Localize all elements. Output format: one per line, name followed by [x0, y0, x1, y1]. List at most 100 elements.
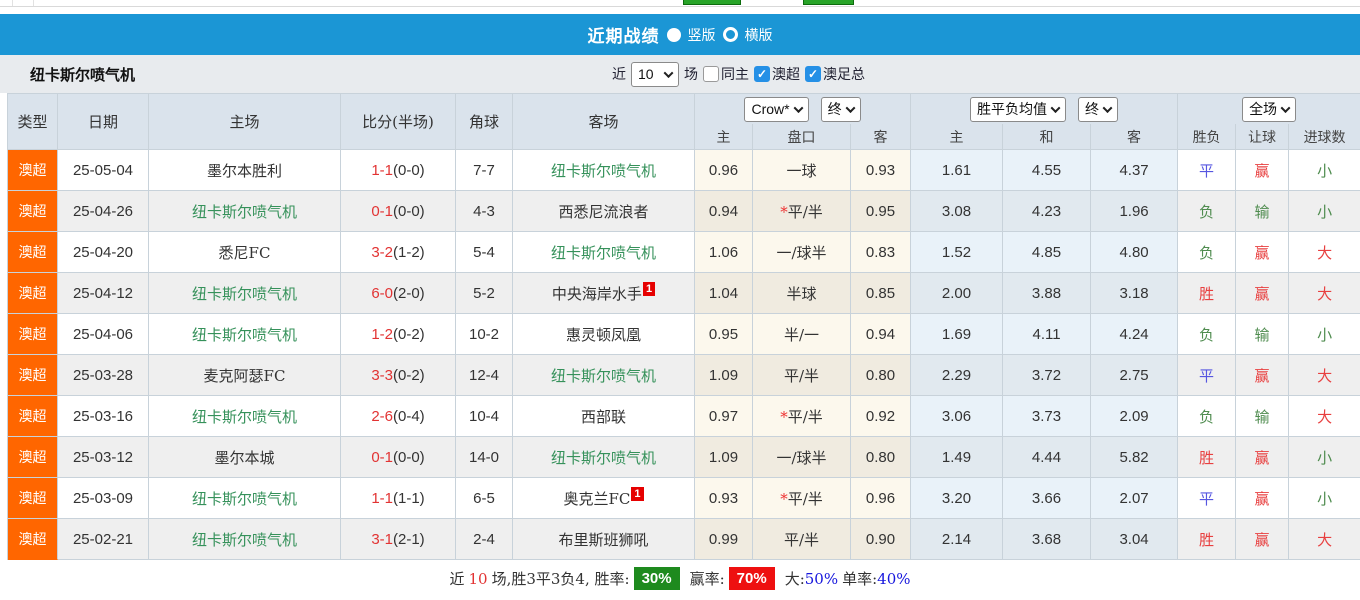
mean-time-select[interactable]: 终: [1078, 96, 1119, 122]
home-team-cell[interactable]: 墨尔本胜利: [149, 150, 341, 191]
corners-cell: 14-0: [456, 437, 513, 478]
odds-home-cell: 0.96: [695, 150, 753, 191]
corners-cell: 2-4: [456, 519, 513, 560]
corners-cell: 10-2: [456, 314, 513, 355]
section-title: 近期战绩: [587, 27, 660, 47]
mean-group-header: 胜平负均值 终: [911, 94, 1179, 124]
home-team-cell[interactable]: 纽卡斯尔喷气机: [149, 191, 341, 232]
home-team-name[interactable]: 纽卡斯尔喷气机: [191, 284, 297, 303]
away-team-name[interactable]: 纽卡斯尔喷气机: [550, 161, 656, 180]
goals-cell: 小: [1289, 478, 1360, 519]
odds-home-cell: 1.09: [695, 437, 753, 478]
home-team-cell[interactable]: 纽卡斯尔喷气机: [149, 314, 341, 355]
away-team-name[interactable]: 布里斯班狮吼: [558, 530, 649, 549]
radio-vertical-label[interactable]: 竖版: [687, 27, 716, 44]
fulltime-score: 3-3: [371, 366, 393, 384]
away-team-name[interactable]: 惠灵顿凤凰: [565, 325, 641, 344]
home-team-name[interactable]: 纽卡斯尔喷气机: [191, 202, 297, 221]
away-team-name[interactable]: 奥克兰FC: [563, 489, 631, 508]
away-team-name[interactable]: 纽卡斯尔喷气机: [550, 243, 656, 262]
mean-type-select[interactable]: 胜平负均值: [970, 96, 1067, 122]
home-team-name[interactable]: 纽卡斯尔喷气机: [191, 489, 297, 508]
away-team-cell[interactable]: 纽卡斯尔喷气机: [513, 437, 695, 478]
league-badge: 澳超: [8, 150, 58, 191]
away-team-name[interactable]: 西悉尼流浪者: [558, 202, 649, 221]
result-cell: 胜: [1178, 273, 1237, 314]
handicap-star: *: [780, 407, 788, 426]
mean-lose-cell: 4.37: [1091, 150, 1179, 191]
odds-away-cell: 0.95: [851, 191, 912, 232]
home-team-cell[interactable]: 纽卡斯尔喷气机: [149, 396, 341, 437]
away-team-name[interactable]: 纽卡斯尔喷气机: [550, 366, 656, 385]
col-header-away: 客场: [513, 94, 695, 150]
handicap-result-cell: 赢: [1236, 355, 1290, 396]
home-team-cell[interactable]: 纽卡斯尔喷气机: [149, 273, 341, 314]
home-team-name[interactable]: 墨尔本城: [214, 448, 275, 467]
match-date: 25-02-21: [58, 519, 149, 560]
result-cell: 胜: [1178, 437, 1237, 478]
league-badge: 澳超: [8, 519, 58, 560]
corners-cell: 10-4: [456, 396, 513, 437]
fulltime-score: 1-1: [371, 489, 393, 507]
odds-group-header: Crow* 终: [695, 94, 912, 124]
result-cell: 胜: [1178, 519, 1237, 560]
home-team-name[interactable]: 纽卡斯尔喷气机: [191, 407, 297, 426]
home-team-cell[interactable]: 麦克阿瑟FC: [149, 355, 341, 396]
mean-win-cell: 2.29: [911, 355, 1004, 396]
home-team-cell[interactable]: 悉尼FC: [149, 232, 341, 273]
home-team-name[interactable]: 墨尔本胜利: [206, 161, 282, 180]
away-team-cell[interactable]: 西悉尼流浪者: [513, 191, 695, 232]
chevron-down-icon: [1280, 102, 1291, 113]
away-team-cell[interactable]: 惠灵顿凤凰: [513, 314, 695, 355]
filter-checkbox[interactable]: ✓ 澳足总: [805, 64, 865, 84]
handicap-cell: *平/半: [753, 478, 851, 519]
home-team-name[interactable]: 麦克阿瑟FC: [203, 366, 286, 385]
handicap-rate-badge: 70%: [728, 567, 775, 590]
filter-checkbox[interactable]: ✓ 同主: [703, 64, 749, 84]
radio-horizontal-layout[interactable]: [722, 27, 738, 42]
handicap-value: 一球: [786, 161, 817, 180]
col-header-type: 类型: [8, 94, 58, 150]
away-team-cell[interactable]: 布里斯班狮吼: [513, 519, 695, 560]
handicap-cell: 一/球半: [753, 232, 851, 273]
odds-company-select[interactable]: Crow*: [744, 96, 809, 122]
divider: [33, 0, 34, 7]
mean-lose-cell: 1.96: [1091, 191, 1179, 232]
away-team-cell[interactable]: 纽卡斯尔喷气机: [513, 232, 695, 273]
home-team-cell[interactable]: 纽卡斯尔喷气机: [149, 519, 341, 560]
league-badge: 澳超: [8, 355, 58, 396]
filter-checkbox[interactable]: ✓ 澳超: [754, 64, 800, 84]
away-team-name[interactable]: 西部联: [580, 407, 626, 426]
home-team-cell[interactable]: 墨尔本城: [149, 437, 341, 478]
away-team-cell[interactable]: 纽卡斯尔喷气机: [513, 355, 695, 396]
footer-count: 10: [468, 569, 488, 588]
away-team-cell[interactable]: 中央海岸水手 1: [513, 273, 695, 314]
corners-cell: 5-4: [456, 232, 513, 273]
home-team-name[interactable]: 纽卡斯尔喷气机: [191, 530, 297, 549]
table-row: 澳超 25-05-04 墨尔本胜利 1-1(0-0) 7-7 纽卡斯尔喷气机 0…: [8, 150, 1360, 191]
score-cell: 1-1(1-1): [341, 478, 456, 519]
handicap-cell: 平/半: [753, 519, 851, 560]
corners-cell: 6-5: [456, 478, 513, 519]
radio-horizontal-label[interactable]: 横版: [744, 27, 773, 44]
checkbox-icon[interactable]: ✓: [754, 66, 770, 82]
away-team-cell[interactable]: 西部联: [513, 396, 695, 437]
match-count-select[interactable]: 10: [631, 61, 679, 87]
away-team-name[interactable]: 中央海岸水手: [551, 284, 642, 303]
mean-lose-cell: 2.07: [1091, 478, 1179, 519]
checkbox-icon[interactable]: ✓: [703, 66, 719, 82]
radio-vertical-layout[interactable]: [666, 27, 681, 42]
away-team-cell[interactable]: 奥克兰FC 1: [513, 478, 695, 519]
checkbox-icon[interactable]: ✓: [805, 66, 821, 82]
odds-home-cell: 1.06: [695, 232, 753, 273]
away-team-cell[interactable]: 纽卡斯尔喷气机: [513, 150, 695, 191]
home-team-name[interactable]: 悉尼FC: [218, 243, 271, 262]
score-cell: 0-1(0-0): [341, 191, 456, 232]
odds-time-select[interactable]: 终: [820, 96, 861, 122]
home-team-name[interactable]: 纽卡斯尔喷气机: [191, 325, 297, 344]
away-team-name[interactable]: 纽卡斯尔喷气机: [550, 448, 656, 467]
scope-select[interactable]: 全场: [1242, 96, 1297, 122]
home-team-cell[interactable]: 纽卡斯尔喷气机: [149, 478, 341, 519]
league-badge: 澳超: [8, 437, 58, 478]
